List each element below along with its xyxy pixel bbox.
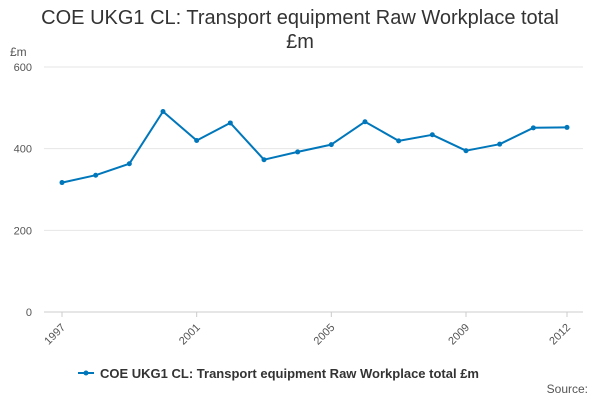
x-tick-label-2009: 2009 <box>446 322 472 348</box>
data-point-1998 <box>93 172 99 178</box>
data-point-2002 <box>227 120 233 126</box>
x-tick-label-2005: 2005 <box>312 322 338 348</box>
legend-label: COE UKG1 CL: Transport equipment Raw Wor… <box>100 366 479 381</box>
data-point-2006 <box>362 119 368 125</box>
data-point-2005 <box>328 142 334 148</box>
data-point-2008 <box>429 132 435 138</box>
source-label: Source: <box>546 382 588 396</box>
legend: COE UKG1 CL: Transport equipment Raw Wor… <box>78 366 479 381</box>
x-tick-label-2012: 2012 <box>547 322 573 348</box>
data-point-2004 <box>295 149 301 155</box>
data-point-2012 <box>564 124 570 130</box>
data-point-2003 <box>261 157 267 163</box>
series-line-0 <box>61 110 568 184</box>
data-point-2011 <box>530 125 536 131</box>
x-tick-label-2001: 2001 <box>177 322 203 348</box>
y-tick-label-0: 0 <box>26 307 32 319</box>
gridlines <box>44 66 583 313</box>
chart-title-line-2: £m <box>286 31 314 53</box>
y-axis-ticks: 0 200 400 600 <box>14 62 32 319</box>
data-point-1999 <box>126 161 132 167</box>
data-point-2009 <box>463 148 469 154</box>
x-axis-ticks: 1997 2001 2005 2009 2012 <box>42 312 573 347</box>
data-point-2007 <box>396 138 402 144</box>
chart-title-line-1: COE UKG1 CL: Transport equipment Raw Wor… <box>41 7 559 29</box>
y-tick-label-200: 200 <box>14 225 32 237</box>
data-point-2010 <box>497 141 503 147</box>
y-axis-unit-label: £m <box>10 45 27 59</box>
y-tick-label-400: 400 <box>14 144 32 156</box>
y-tick-label-600: 600 <box>14 62 32 74</box>
data-point-2000 <box>160 109 166 115</box>
chart-title: COE UKG1 CL: Transport equipment Raw Wor… <box>0 6 600 54</box>
data-point-1997 <box>59 180 65 186</box>
x-tick-label-1997: 1997 <box>42 322 68 348</box>
data-point-2001 <box>194 138 200 143</box>
series-group <box>59 109 570 186</box>
legend-point-marker <box>83 370 89 376</box>
